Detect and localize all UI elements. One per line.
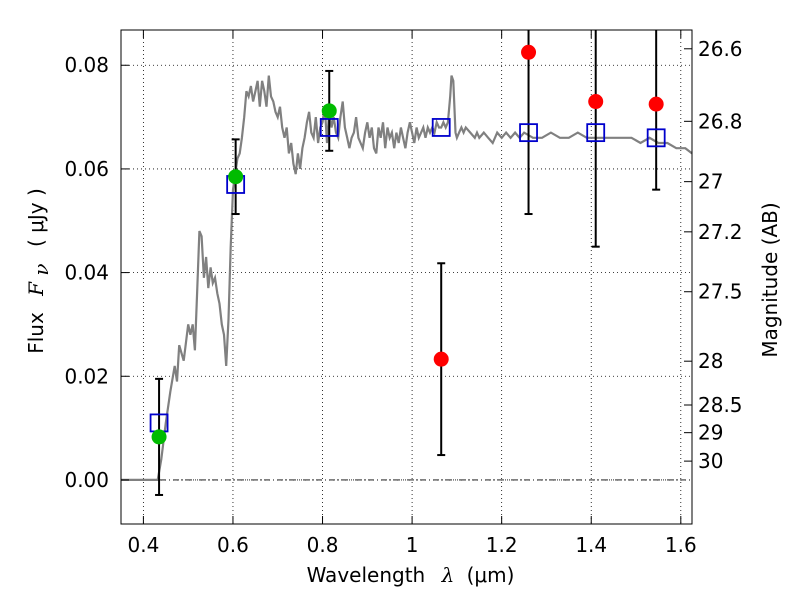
x-axis-label-symbol: λ [441,563,455,587]
y-tick-label: 0.00 [64,468,109,492]
nondetection-marker [648,96,664,112]
x-tick-label: 0.6 [217,533,249,557]
model-square-marker [319,118,339,137]
model-square-marker [586,123,606,143]
y2-tick-label: 27.2 [698,220,743,244]
y-tick-label: 0.06 [64,157,109,181]
nondetection-marker [588,94,604,110]
nondetection-points [433,44,664,367]
y-axis-label-symbol: F [24,281,48,297]
y-axis-label-text: Flux [24,312,48,354]
x-tick-label: 1 [406,533,419,557]
x-tick-label: 0.4 [127,533,159,557]
x-axis-label: Wavelength λ (μm) [307,563,515,587]
model-square-marker [519,123,538,143]
nondetection-marker [433,351,449,367]
y-axis-label-subscript: ν [29,263,53,275]
detection-points [151,103,337,445]
y2-tick-label: 28.5 [698,393,743,417]
plot-frame [120,29,693,525]
detection-marker [151,429,167,445]
secondary-y-axis-label: Magnitude (AB) [758,202,782,357]
y-tick-label: 0.04 [64,261,109,285]
x-tick-label: 1.2 [486,533,518,557]
y-axis-label: Flux F ν ( μJy ) [24,188,53,354]
x-tick-label: 1.4 [575,533,607,557]
y2-tick-label: 26.8 [698,109,743,133]
detection-marker [321,103,337,119]
x-axis-label-unit: (μm) [467,563,515,587]
model-photometry-points [149,118,666,433]
model-square-marker [646,128,666,148]
template-spectrum-line [121,75,693,481]
model-square-marker [431,118,451,137]
y2-tick-label: 28 [698,349,723,373]
y-tick-label: 0.08 [64,53,109,77]
y-tick-label: 0.02 [64,364,109,388]
nondetection-marker [521,44,537,60]
axis-ticks: 0.4 0.6 0.8 1 1.2 1.4 1.6 0.00 0.02 0.04 0.06 0.08 2… [64,30,743,557]
detection-marker [228,169,244,185]
y2-tick-label: 27.5 [698,280,743,304]
x-tick-label: 0.8 [307,533,339,557]
x-tick-label: 1.6 [665,533,697,557]
y2-tick-label: 29 [698,421,723,445]
y2-tick-label: 27 [698,170,723,194]
y-axis-label-unit: ( μJy ) [24,188,48,247]
y2-tick-label: 30 [698,449,723,473]
y2-tick-label: 26.6 [698,37,743,61]
x-axis-label-text: Wavelength [307,563,426,587]
